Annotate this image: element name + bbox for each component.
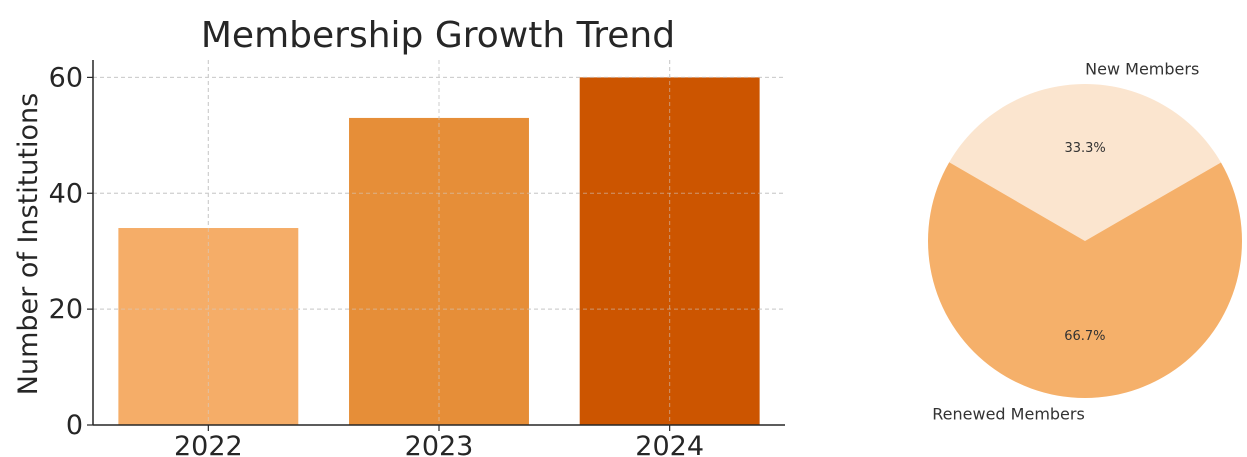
tick-labels: 0 20 40 60 2022 2023 2024 (49, 62, 704, 457)
pie-slices (927, 84, 1242, 399)
pie-labels: New Members 33.3% Renewed Members 66.7% (932, 59, 1199, 423)
x-tick-label: 2022 (174, 431, 243, 457)
pie-label: New Members (1085, 59, 1199, 78)
pie-label: Renewed Members (932, 405, 1085, 424)
grid-overlay (93, 60, 785, 425)
chart-title: Membership Growth Trend (201, 15, 675, 56)
pie-chart: New Members 33.3% Renewed Members 66.7% (927, 59, 1242, 424)
y-tick-label: 0 (66, 410, 83, 441)
pie-slice-0 (949, 84, 1221, 241)
bar-chart: Membership Growth Trend 0 20 40 60 2022 2023 2… (13, 15, 785, 457)
x-tick-label: 2023 (405, 431, 474, 457)
bar-series (93, 60, 785, 425)
y-tick-label: 40 (49, 178, 83, 209)
x-tick-label: 2024 (635, 431, 704, 457)
pie-percent-label: 66.7% (1064, 329, 1105, 344)
y-axis-label: Number of Institutions (13, 93, 44, 395)
y-tick-label: 20 (49, 294, 83, 325)
pie-percent-label: 33.3% (1064, 141, 1105, 156)
y-tick-label: 60 (49, 62, 83, 93)
pie-slice-1 (927, 162, 1242, 399)
